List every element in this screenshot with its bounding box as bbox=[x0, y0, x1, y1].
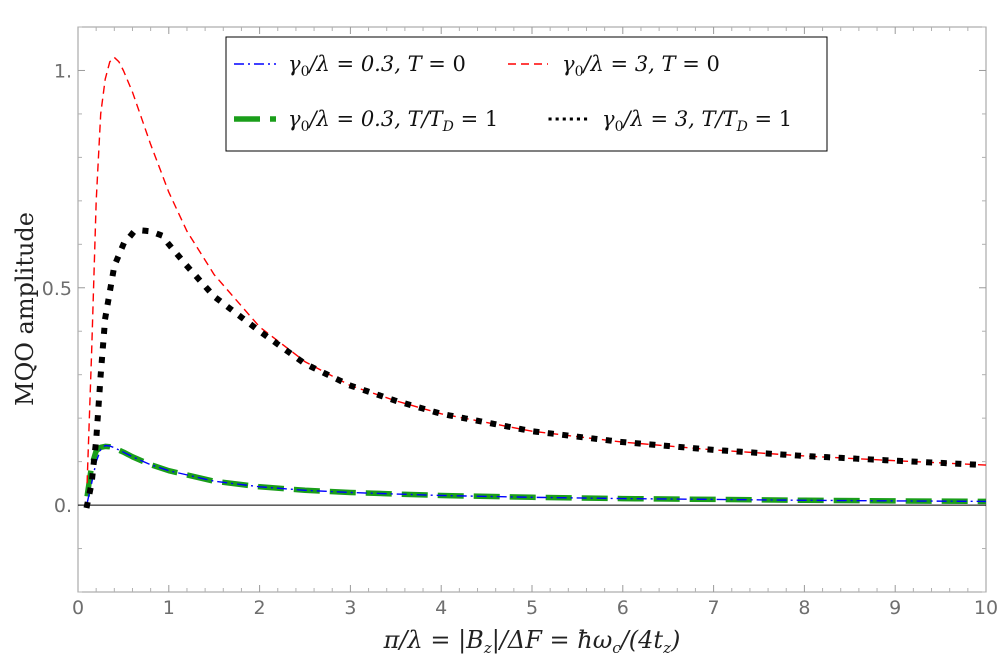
tick-labels: 0 1 2 3 4 5 6 7 8 9 10 0. 0.5 1. bbox=[42, 60, 998, 619]
series-line-0 bbox=[86, 444, 987, 504]
legend-label-0: γ0/λ = 0.3, T = 0 bbox=[288, 52, 466, 80]
y-tick-label: 0.5 bbox=[42, 278, 72, 300]
x-tick-label: 10 bbox=[974, 597, 998, 619]
x-tick-label: 6 bbox=[617, 597, 629, 619]
x-tick-label: 0 bbox=[72, 597, 84, 619]
legend-label-3: γ0/λ = 3, T/TD = 1 bbox=[602, 107, 792, 135]
x-tick-label: 7 bbox=[708, 597, 720, 619]
legend-box bbox=[225, 36, 828, 152]
series-line-3 bbox=[83, 227, 990, 509]
series-group bbox=[83, 56, 990, 509]
legend-label-2: γ0/λ = 0.3, T/TD = 1 bbox=[288, 107, 498, 135]
x-tick-label: 9 bbox=[889, 597, 901, 619]
y-tick-label: 0. bbox=[54, 495, 72, 517]
y-axis-title: MQO amplitude bbox=[11, 212, 39, 406]
axis-ticks bbox=[77, 26, 987, 593]
x-tick-label: 5 bbox=[526, 597, 538, 619]
series-line-2 bbox=[84, 443, 987, 505]
x-tick-label: 2 bbox=[254, 597, 266, 619]
x-tick-label: 8 bbox=[798, 597, 810, 619]
legend: γ0/λ = 0.3, T = 0 γ0/λ = 3, T = 0 γ0/λ = 0… bbox=[225, 36, 828, 152]
legend-items: γ0/λ = 0.3, T = 0 γ0/λ = 3, T = 0 γ0/λ = 0… bbox=[234, 52, 792, 135]
y-tick-label: 1. bbox=[54, 60, 72, 82]
x-axis-title: π/λ = |Bz|/ΔF = ħωc/(4tz) bbox=[383, 626, 681, 657]
x-tick-label: 3 bbox=[344, 597, 356, 619]
x-tick-label: 1 bbox=[163, 597, 175, 619]
x-tick-label: 4 bbox=[435, 597, 447, 619]
legend-label-1: γ0/λ = 3, T = 0 bbox=[562, 52, 720, 80]
